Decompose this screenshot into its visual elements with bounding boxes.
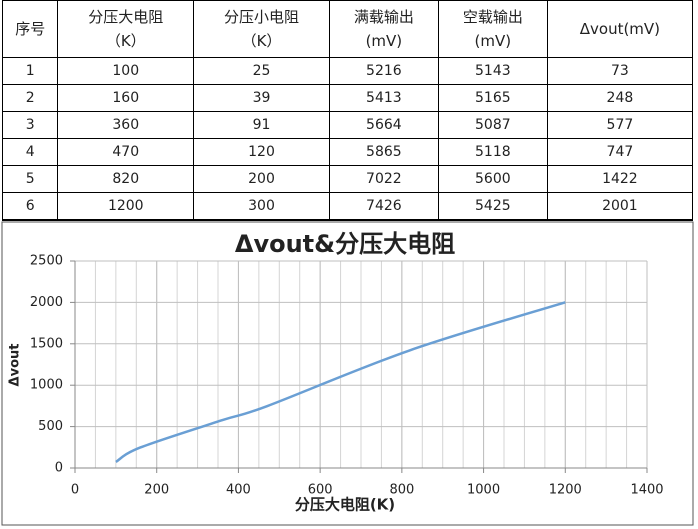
x-tick-label: 1200 <box>549 483 582 498</box>
table-body: 1 100 25 5216 5143 73 2 160 39 5413 5165 248 3 360 91 5… <box>1 57 694 221</box>
x-tick-label: 600 <box>308 483 333 498</box>
table-cell: 1 <box>1 57 59 85</box>
header-cell: 序号 <box>1 0 59 58</box>
header-cell: 分压大电阻 （K） <box>57 0 195 58</box>
header-text: 满载输出 <box>353 8 414 26</box>
table-cell: 7426 <box>328 192 439 221</box>
x-tick-label: 200 <box>144 483 169 498</box>
table-cell: 5165 <box>437 84 548 112</box>
y-tick-label: 0 <box>55 461 63 476</box>
header-text: 序号 <box>15 20 46 38</box>
data-table: 序号 分压大电阻 （K） 分压小电阻 （K） 满载输出 (mV) 空载输出 (mV) Δvout(… <box>1 0 694 221</box>
table-cell: 4 <box>1 138 59 166</box>
table-cell: 5600 <box>437 165 548 193</box>
header-text: （K） <box>105 32 146 50</box>
header-text: （K） <box>241 32 282 50</box>
table-cell: 5865 <box>328 138 439 166</box>
x-tick-label: 1400 <box>630 483 663 498</box>
table-cell: 2001 <box>546 192 694 221</box>
table-cell: 5143 <box>437 57 548 85</box>
y-tick-label: 500 <box>38 419 63 434</box>
header-text: 分压小电阻 <box>224 8 300 26</box>
header-text: (mV) <box>365 32 403 50</box>
x-tick-label: 0 <box>71 483 79 498</box>
header-cell: Δvout(mV) <box>546 0 694 58</box>
header-cell: 空载输出 (mV) <box>437 0 548 58</box>
table-cell: 5 <box>1 165 59 193</box>
x-tick-label: 800 <box>389 483 414 498</box>
table-cell: 6 <box>1 192 59 221</box>
header-text: 空载输出 <box>462 8 523 26</box>
y-tick-label: 2000 <box>30 295 63 310</box>
table-cell: 360 <box>57 111 195 139</box>
table-cell: 1422 <box>546 165 694 193</box>
table-cell: 2 <box>1 84 59 112</box>
table-header: 序号 分压大电阻 （K） 分压小电阻 （K） 满载输出 (mV) 空载输出 (mV) Δvout(… <box>1 0 694 58</box>
header-row: 序号 分压大电阻 （K） 分压小电阻 （K） 满载输出 (mV) 空载输出 (mV) Δvout(… <box>1 0 694 58</box>
table-row: 4 470 120 5865 5118 747 <box>1 138 694 166</box>
header-text: (mV) <box>474 32 512 50</box>
y-axis-label: Δvout <box>8 344 23 387</box>
table-cell: 3 <box>1 111 59 139</box>
header-text: 分压大电阻 <box>88 8 164 26</box>
header-cell: 满载输出 (mV) <box>328 0 439 58</box>
y-tick-label: 2500 <box>30 254 63 269</box>
y-tick-label: 1500 <box>30 336 63 351</box>
table-cell: 7022 <box>328 165 439 193</box>
table-cell: 300 <box>193 192 330 221</box>
header-text: Δvout(mV) <box>579 20 661 38</box>
table-cell: 577 <box>546 111 694 139</box>
table-cell: 5087 <box>437 111 548 139</box>
x-tick-label: 400 <box>226 483 251 498</box>
table-row: 5 820 200 7022 5600 1422 <box>1 165 694 193</box>
table-cell: 1200 <box>57 192 195 221</box>
table-cell: 200 <box>193 165 330 193</box>
data-line <box>115 301 566 464</box>
x-axis-label: 分压大电阻(K) <box>295 496 395 514</box>
y-tick-label: 1000 <box>30 378 63 393</box>
header-cell: 分压小电阻 （K） <box>193 0 330 58</box>
table-row: 6 1200 300 7426 5425 2001 <box>1 192 694 221</box>
table-row: 3 360 91 5664 5087 577 <box>1 111 694 139</box>
table-cell: 5425 <box>437 192 548 221</box>
table-cell: 5118 <box>437 138 548 166</box>
table-cell: 470 <box>57 138 195 166</box>
x-tick-label: 1000 <box>467 483 500 498</box>
table-cell: 248 <box>546 84 694 112</box>
chart-title: Δvout&分压大电阻 <box>235 230 455 258</box>
